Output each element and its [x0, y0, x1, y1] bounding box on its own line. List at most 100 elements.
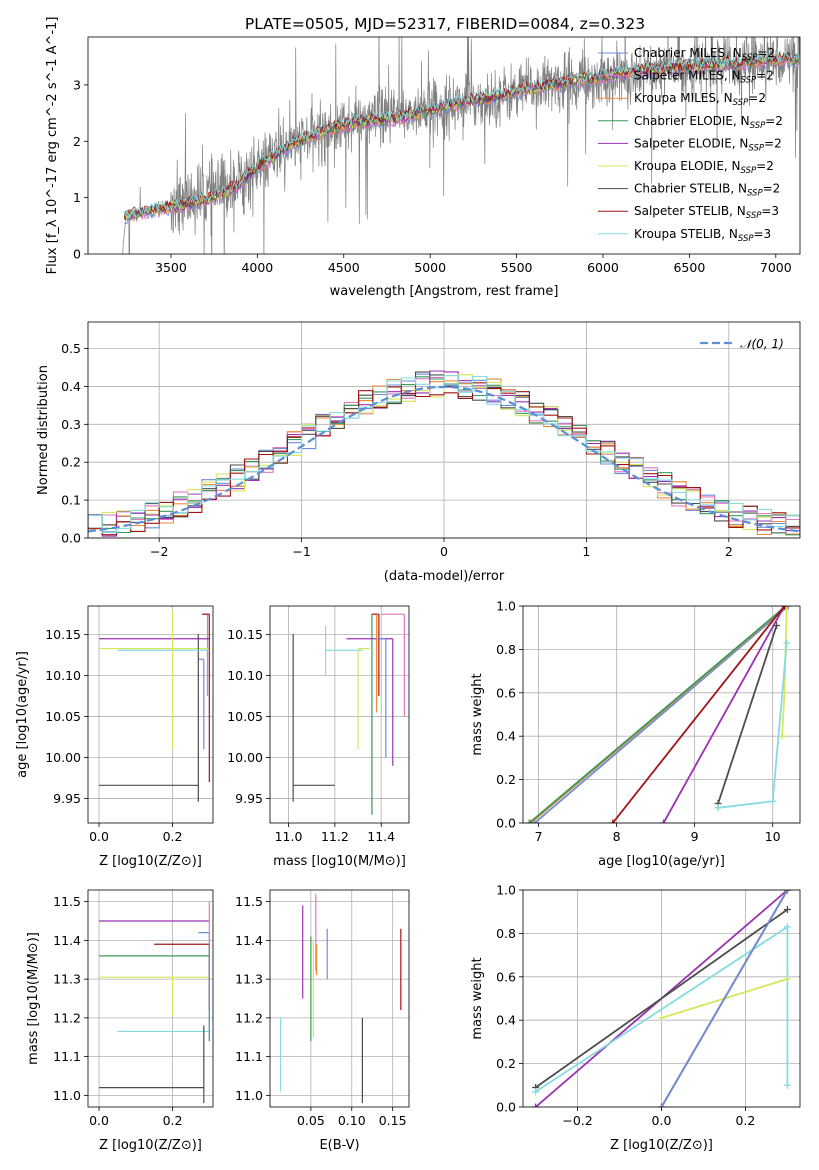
x-tick-label: 10 — [765, 829, 781, 844]
x-tick-label: 0.10 — [338, 1113, 366, 1128]
legend-label-main: Kroupa STELIB, N — [634, 227, 738, 241]
y-tick-label: 10.15 — [45, 627, 81, 642]
mass-weight-point — [773, 622, 781, 630]
mass-weight-point — [769, 797, 777, 805]
y-tick-label: 1.0 — [496, 599, 516, 614]
y-tick-label: 0.5 — [61, 341, 81, 356]
y-tick-label: 2 — [73, 134, 81, 149]
legend-label-main: Chabrier MILES, N — [634, 46, 742, 60]
legend-label-main: Kroupa MILES, N — [634, 91, 733, 105]
mass-vs-Z-y-label: mass [log10(M/M⊙)] — [26, 932, 41, 1065]
legend-label: Chabrier ELODIE, NSSP=2 — [634, 114, 783, 131]
residual-histograms — [88, 370, 800, 537]
x-tick-label: 0.15 — [379, 1113, 407, 1128]
y-tick-label: 0.6 — [496, 685, 516, 700]
y-tick-label: 11.0 — [235, 1088, 263, 1103]
y-tick-label: 10.10 — [227, 668, 263, 683]
y-tick-label: 10.10 — [45, 668, 81, 683]
y-tick-label: 0.8 — [496, 642, 516, 657]
x-tick-label: 0.05 — [297, 1113, 325, 1128]
legend-label-main: Chabrier ELODIE, N — [634, 114, 750, 128]
errorbars-mass-vs-EBV — [280, 893, 402, 1104]
spectrum-plot — [122, 37, 800, 254]
legend-label-end: =3 — [754, 227, 772, 241]
spectrum-y-label: Flux [f_λ 10^-17 erg cm^-2 s^-1 A^-1] — [45, 17, 60, 275]
mass-weight-point — [532, 1088, 540, 1096]
figure-title: PLATE=0505, MJD=52317, FIBERID=0084, z=0… — [245, 15, 645, 33]
axes-spectrum: 3500 4000 4500 5000 5500 6000 6500 7000 0 1 2 3 — [73, 77, 792, 275]
legend-label-sub: SSP — [746, 211, 762, 221]
x-tick-label: 11.0 — [275, 829, 303, 844]
mass-weight-line — [528, 606, 787, 823]
y-tick-label: 11.5 — [53, 894, 81, 909]
y-tick-label: 10.00 — [45, 750, 81, 765]
x-tick-label: 5500 — [501, 260, 533, 275]
legend-gaussian-label: 𝒩(0, 1) — [740, 337, 784, 351]
x-tick-label: 1 — [582, 544, 590, 559]
axes-frame-spectrum — [87, 36, 801, 255]
legend-label-end: =2 — [756, 159, 774, 173]
x-tick-label: 0.0 — [89, 1113, 109, 1128]
y-tick-label: 0.0 — [496, 1100, 516, 1115]
x-tick-label: 6500 — [673, 260, 705, 275]
mass-weight-point — [784, 606, 792, 610]
mass-weight-point — [659, 819, 667, 823]
x-tick-label: 0.0 — [652, 1113, 672, 1128]
y-tick-label: 10.15 — [227, 627, 263, 642]
x-tick-label: 7 — [535, 829, 543, 844]
x-tick-label: 4000 — [241, 260, 273, 275]
age-vs-Z-y-label: age [log10(age/yr)] — [15, 651, 30, 778]
legend-label-main: Salpeter STELIB, N — [634, 204, 746, 218]
legend-label: Kroupa MILES, NSSP=2 — [634, 91, 766, 108]
gaussian-curve — [88, 385, 800, 533]
legend-label-sub: SSP — [747, 189, 763, 199]
mass-weight-line — [535, 908, 788, 1089]
residuals-x-label: (data-model)/error — [384, 569, 505, 584]
legend-label: Salpeter MILES, NSSP=2 — [634, 69, 774, 86]
mass-weight-point — [783, 890, 791, 894]
x-tick-label: 5000 — [414, 260, 446, 275]
x-tick-label: 9 — [691, 829, 699, 844]
y-tick-label: 0.2 — [496, 772, 516, 787]
x-tick-label: −0.2 — [562, 1113, 592, 1128]
mass-weight-line — [717, 625, 778, 804]
legend-label-end: =2 — [748, 91, 766, 105]
mass-weight-point — [783, 639, 791, 647]
legend-label-sub: SSP — [742, 53, 758, 63]
legend-label-main: Salpeter ELODIE, N — [634, 136, 748, 150]
age-vs-Z-x-label: Z [log10(Z/Z⊙)] — [99, 854, 202, 869]
mass-weight-point — [658, 1014, 665, 1022]
x-tick-label: 11.2 — [321, 829, 349, 844]
x-tick-label: 0.2 — [163, 829, 183, 844]
y-tick-label: 9.95 — [53, 791, 81, 806]
y-tick-label: 11.0 — [53, 1088, 81, 1103]
legend-label-sub: SSP — [750, 121, 766, 131]
legend-label: Chabrier MILES, NSSP=2 — [634, 46, 775, 63]
legend-label-end: =2 — [765, 114, 783, 128]
axes-frame-mass-vs-Z — [87, 889, 214, 1108]
y-tick-label: 3 — [73, 77, 81, 92]
y-tick-label: 11.2 — [235, 1010, 263, 1025]
legend-label-sub: SSP — [748, 143, 764, 153]
axes-age-vs-mass: 11.0 11.2 11.4 9.95 10.00 10.05 10.10 10.15 — [227, 606, 409, 844]
mass-weight-line — [534, 606, 789, 823]
y-tick-label: 11.1 — [235, 1049, 263, 1064]
x-tick-label: −1 — [292, 544, 310, 559]
legend-label-main: Kroupa ELODIE, N — [634, 159, 741, 173]
legend-label-main: Salpeter MILES, N — [634, 69, 741, 83]
errorbars-mass-vs-Z — [99, 901, 210, 1104]
legend-label: Kroupa ELODIE, NSSP=2 — [634, 159, 774, 176]
mass-weight-vs-age-x-label: age [log10(age/yr)] — [598, 854, 725, 869]
mass-weight-line — [662, 606, 786, 823]
y-tick-label: 11.5 — [235, 894, 263, 909]
axes-frame-residuals — [87, 321, 801, 539]
legend-label-sub: SSP — [738, 234, 754, 244]
y-tick-label: 0.4 — [496, 1013, 516, 1028]
x-tick-label: 6000 — [587, 260, 619, 275]
y-tick-label: 11.4 — [235, 933, 263, 948]
x-tick-label: −2 — [150, 544, 168, 559]
y-tick-label: 9.95 — [235, 791, 263, 806]
y-tick-label: 0 — [73, 247, 81, 262]
